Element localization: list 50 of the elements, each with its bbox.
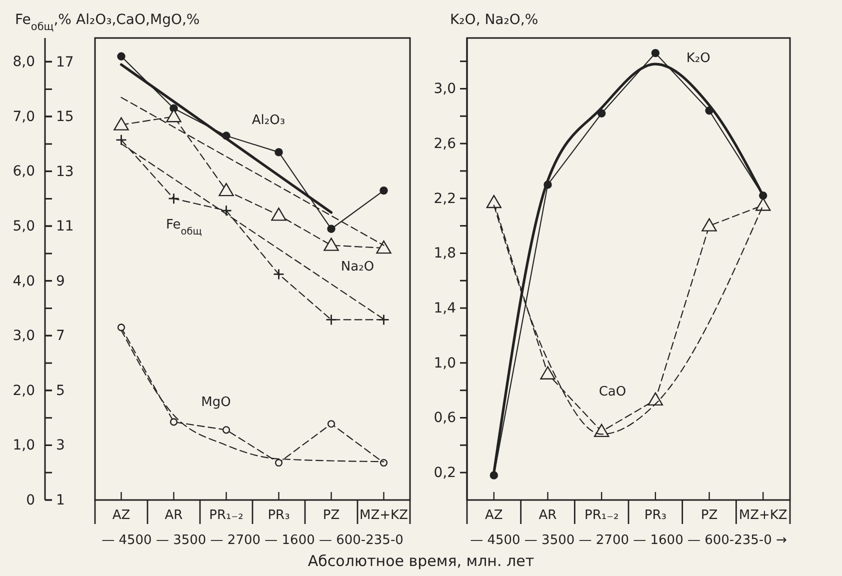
x-tick-label: AZ (485, 508, 503, 524)
x-tick-label: PZ (322, 508, 340, 524)
y-tick-label: 2,6 (434, 136, 456, 152)
text: — 4500 — 3500 — 2700 — 1600 — 600-235-0 (102, 533, 404, 548)
x-tick-label: MZ+KZ (360, 508, 408, 524)
y-tick-label: 6,0 (12, 164, 35, 180)
x-tick-label: PR₁₋₂ (584, 508, 619, 524)
y-tick-label: 3,0 (434, 81, 456, 98)
x-tick-label: PR₃ (268, 508, 290, 524)
x-tick-label: PZ (700, 508, 718, 524)
y-tick-label: 8,0 (12, 54, 35, 70)
y-tick-label: 0,6 (434, 410, 456, 426)
y-tick-label: 5,0 (12, 218, 35, 234)
y-tick-label: 0 (26, 492, 35, 508)
y2-tick-label: 13 (56, 164, 74, 180)
y-tick-label: 1,0 (12, 438, 35, 454)
y-tick-label: 0,2 (434, 465, 456, 482)
series-label: Fe$_{общ}$ (166, 218, 202, 238)
y2-tick-label: 9 (56, 273, 65, 290)
x-axis-title: Абсолютное время, млн. лет (308, 552, 534, 570)
y-tick-label: 2,0 (12, 382, 35, 399)
y-tick-label: 7,0 (12, 108, 35, 125)
y-tick-label: 1,0 (434, 355, 456, 372)
y-tick-label: 1,4 (434, 300, 456, 317)
y2-tick-label: 11 (56, 218, 74, 235)
text: — 4500 — 3500 — 2700 — 1600 — 600-235-0 → (470, 533, 788, 548)
y2-tick-label: 3 (56, 438, 65, 454)
y2-tick-label: 1 (56, 492, 65, 508)
y-axis-title: K₂O, Na₂O,% (450, 12, 538, 28)
y-tick-label: 3,0 (12, 328, 35, 344)
series-label: Na₂O (340, 260, 374, 275)
y-tick-label: 1,8 (434, 246, 456, 262)
series-label: K₂O (686, 50, 710, 66)
y2-tick-label: 15 (56, 109, 74, 126)
x-tick-label: MZ+KZ (738, 508, 788, 524)
series-label: Al₂O₃ (252, 112, 286, 128)
y2-tick-label: 7 (56, 328, 65, 344)
x-tick-label: PR₁₋₂ (209, 508, 244, 524)
y2-tick-label: 5 (56, 382, 65, 399)
y2-axis-title: Al₂O₃,CaO,MgO,% (76, 12, 200, 28)
y-axis-title: Fe$_{общ}$,% (15, 12, 72, 33)
series-label: MgO (201, 394, 231, 410)
series-label: CaO (598, 384, 626, 400)
y2-tick-label: 17 (56, 54, 74, 70)
x-tick-label: AZ (112, 508, 130, 524)
x-tick-label: AR (538, 508, 557, 524)
y-tick-label: 2,2 (434, 190, 456, 207)
y-tick-label: 4,0 (12, 273, 35, 290)
x-tick-label: PR₃ (644, 508, 666, 524)
x-tick-label: AR (164, 508, 183, 524)
